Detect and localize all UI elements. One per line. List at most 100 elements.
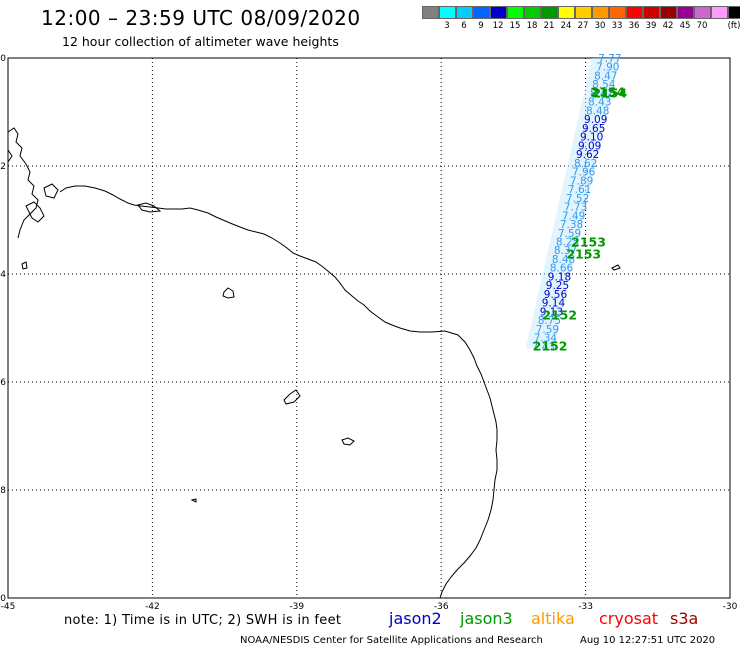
satellite-label-altika: altika (531, 609, 575, 628)
wave-height-label: 9.56 (544, 289, 568, 301)
legend-swatch (575, 6, 592, 19)
lon-tick-label: -36 (434, 602, 449, 610)
altimeter-track: 7.437.347.598.759.139.149.569.259.188.66… (525, 53, 622, 353)
lat-tick-label: -4 (0, 270, 6, 280)
wave-height-map: -45-42-39-36-33-300-2-4-6-8-10 7.437.347… (0, 53, 738, 610)
island (341, 437, 355, 446)
legend-tick-label: 45 (679, 21, 691, 31)
wave-height-label: 7.96 (572, 167, 596, 179)
legend-tick-label: 12 (492, 21, 504, 31)
map-subtitle: 12 hour collection of altimeter wave hei… (62, 34, 339, 49)
legend-tick-label: 6 (461, 21, 467, 31)
wave-height-label: 8.54 (592, 79, 616, 91)
pass-number-label: 2152 (542, 308, 577, 323)
legend-swatch (643, 6, 660, 19)
legend-swatch (677, 6, 694, 19)
wave-height-label: 7.59 (536, 324, 559, 336)
pass-number-shadow: 2154 (592, 85, 627, 100)
legend-tick-label: 39 (645, 21, 657, 31)
legend-tick-label: 18 (526, 21, 538, 31)
wave-height-label: 7.43 (532, 341, 555, 353)
legend-swatch (456, 6, 473, 19)
wave-height-label: 8.48 (552, 254, 575, 266)
legend-tick-label: (ft) (727, 21, 740, 31)
wave-height-label: 9.13 (540, 306, 563, 318)
wave-height-label: 8.43 (588, 97, 611, 109)
wave-height-label: 7.73 (564, 202, 587, 214)
wave-height-label: 7.59 (558, 228, 581, 240)
wave-height-label: 8.66 (550, 263, 574, 275)
satellite-label-jason2: jason2 (389, 609, 442, 628)
lat-tick-label: 0 (0, 54, 6, 64)
legend-swatch (609, 6, 626, 19)
pass-number-label: 2153 (566, 246, 601, 261)
map-frame (7, 57, 731, 599)
wave-height-label: 7.89 (570, 175, 593, 187)
legend-swatch (694, 6, 711, 19)
wave-height-label: 7.34 (534, 333, 558, 345)
legend-swatch (439, 6, 456, 19)
island (21, 261, 28, 270)
track-swath (525, 58, 621, 349)
island (611, 264, 621, 271)
wave-height-label: 9.09 (578, 140, 601, 152)
legend-tick-label: 15 (509, 21, 521, 31)
graticule (8, 58, 730, 598)
credit-line: NOAA/NESDIS Center for Satellite Applica… (240, 635, 543, 646)
lon-tick-label: -39 (289, 602, 304, 610)
island-marajo (222, 287, 235, 299)
legend-tick-label: 27 (577, 21, 589, 31)
lat-tick-label: -2 (0, 162, 6, 172)
wave-height-label: 9.14 (542, 298, 566, 310)
wave-height-label: 8.47 (594, 70, 617, 82)
legend-tick-label: 24 (560, 21, 572, 31)
lon-tick-label: -30 (723, 602, 738, 610)
legend-swatch (490, 6, 507, 19)
lon-tick-label: -42 (145, 602, 160, 610)
legend-tick-label: 70 (696, 21, 708, 31)
legend-swatch (728, 6, 740, 19)
wave-height-label: 9.18 (548, 271, 571, 283)
legend-tick-label: 33 (611, 21, 623, 31)
pass-number-label: 2153 (571, 235, 606, 250)
lat-tick-label: -8 (0, 486, 6, 496)
axis-labels: -45 -42 -39 -36 -33 -30 0 -2 -4 -6 -8 -10 (0, 54, 738, 610)
coastline-delta (7, 127, 162, 239)
wave-height-label: 8.25 (556, 237, 579, 249)
island (190, 498, 197, 503)
legend-swatch (711, 6, 728, 19)
satellite-label-s3a: s3a (670, 609, 699, 628)
legend-swatch (558, 6, 575, 19)
coastline (59, 185, 498, 599)
color-legend (422, 6, 740, 19)
legend-swatch (592, 6, 609, 19)
satellite-label-cryosat: cryosat (599, 609, 659, 628)
lat-tick-label: -10 (0, 594, 6, 604)
legend-swatch (507, 6, 524, 19)
wave-height-label: 9.09 (584, 114, 607, 126)
satellite-label-jason3: jason3 (460, 609, 513, 628)
wave-height-label: 8.75 (538, 315, 561, 327)
wave-height-label: 7.52 (566, 193, 589, 205)
wave-height-label: 7.90 (596, 62, 619, 74)
wave-height-label: 7.77 (598, 53, 621, 65)
pass-number-label: 2154 (590, 84, 625, 99)
legend-tick-label: 36 (628, 21, 640, 31)
legend-swatch (422, 6, 439, 19)
wave-height-label: 9.10 (580, 132, 603, 144)
island (283, 389, 301, 405)
legend-swatch (524, 6, 541, 19)
wave-height-label: 7.49 (562, 210, 585, 222)
legend-swatch (660, 6, 677, 19)
wave-height-label: 8.41 (590, 88, 613, 100)
legend-tick-label: 42 (662, 21, 674, 31)
lon-tick-label: -45 (1, 602, 16, 610)
wave-height-label: 9.25 (546, 280, 569, 292)
legend-swatch (541, 6, 558, 19)
timestamp: Aug 10 12:27:51 UTC 2020 (580, 635, 716, 646)
wave-height-label: 9.65 (582, 123, 605, 135)
map-title: 12:00 – 23:59 UTC 08/09/2020 (41, 6, 361, 30)
lon-tick-label: -33 (578, 602, 593, 610)
legend-tick-label: 9 (478, 21, 484, 31)
